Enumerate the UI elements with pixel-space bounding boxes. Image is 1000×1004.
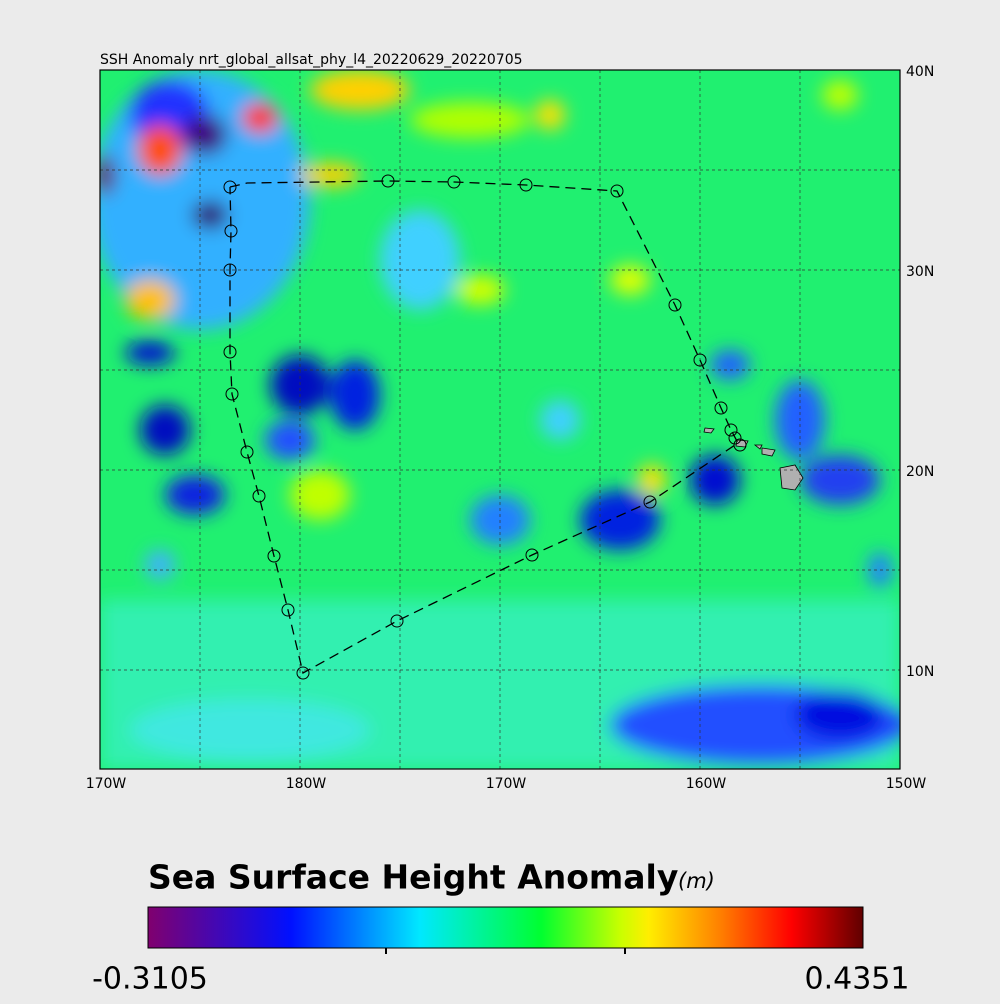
x-axis-label: 160W <box>686 776 727 792</box>
map-frame <box>99 69 901 770</box>
y-axis-label: 40N <box>906 64 934 80</box>
x-axis-label: 170W <box>486 776 527 792</box>
x-axis-label: 150W <box>886 776 927 792</box>
y-axis-label: 30N <box>906 264 934 280</box>
colorbar-title: Sea Surface Height Anomaly <box>148 858 678 897</box>
map-title: SSH Anomaly nrt_global_allsat_phy_l4_202… <box>100 52 523 68</box>
x-axis-label: 170W <box>86 776 127 792</box>
y-axis-label: 20N <box>906 464 934 480</box>
grid <box>100 70 900 769</box>
colorbar-min: -0.3105 <box>92 962 208 997</box>
x-axis-label: 180W <box>286 776 327 792</box>
cruise-track <box>229 180 739 674</box>
colorbar-max: 0.4351 <box>805 962 910 997</box>
y-axis-label: 10N <box>906 664 934 680</box>
stations <box>223 174 747 680</box>
colorbar <box>147 906 864 949</box>
colorbar-unit: (m) <box>678 869 715 893</box>
